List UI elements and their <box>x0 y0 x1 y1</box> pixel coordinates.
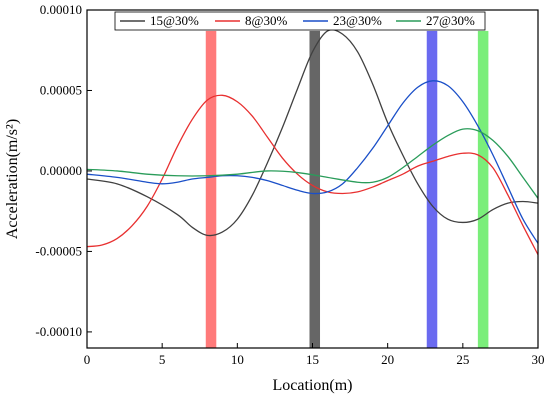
series-line-4 <box>86 128 539 199</box>
y-axis-title: Acceleration(m/s²) <box>4 119 21 239</box>
highlight-band-1 <box>205 30 217 349</box>
x-tick-label: 10 <box>231 352 244 367</box>
highlight-band-3 <box>426 30 438 349</box>
series-line-3 <box>86 80 539 244</box>
x-tick-label: 20 <box>381 352 394 367</box>
legend-label-1: 15@30% <box>150 13 199 28</box>
highlight-bands <box>205 30 489 349</box>
legend-label-3: 23@30% <box>333 13 382 28</box>
highlight-band-2 <box>309 30 321 349</box>
legend: 15@30% 8@30% 23@30% 27@30% <box>114 11 486 31</box>
x-axis-title: Location(m) <box>273 377 353 394</box>
x-tick-label: 5 <box>159 352 166 367</box>
x-tick-label: 15 <box>306 352 319 367</box>
legend-box <box>114 11 486 31</box>
y-tick-label: -0.00010 <box>35 324 82 339</box>
x-tick-label: 25 <box>456 352 469 367</box>
legend-label-2: 8@30% <box>245 13 287 28</box>
y-tick-label: -0.00005 <box>35 243 82 258</box>
highlight-band-4 <box>477 30 489 349</box>
y-tick-label: 0.00000 <box>40 163 82 178</box>
series-line-2 <box>86 94 539 255</box>
legend-label-4: 27@30% <box>426 13 475 28</box>
y-tick-label: 0.00010 <box>40 2 82 17</box>
axis-ticks: 0 5 10 15 20 25 30 -0.00010 -0.00005 0.00000 0.000… <box>35 2 544 367</box>
x-tick-label: 0 <box>84 352 91 367</box>
y-tick-label: 0.00005 <box>40 82 82 97</box>
x-tick-label: 30 <box>532 352 545 367</box>
